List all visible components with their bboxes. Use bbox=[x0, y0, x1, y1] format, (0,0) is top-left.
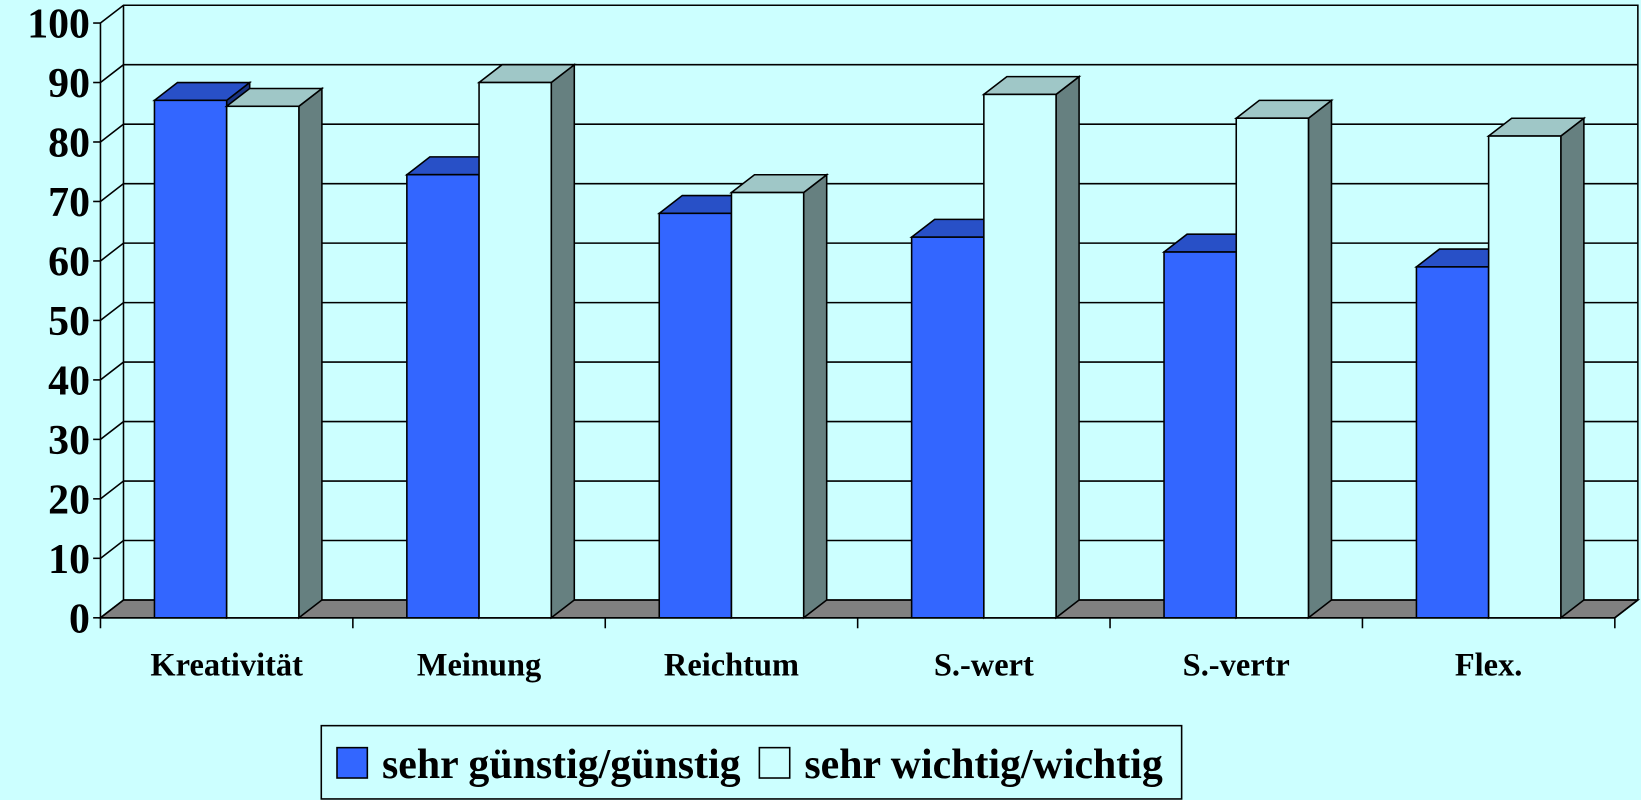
bar-side bbox=[1560, 116, 1585, 620]
bar bbox=[983, 93, 1057, 619]
y-tick-label: 100 bbox=[27, 2, 90, 48]
bar bbox=[1163, 251, 1238, 619]
x-tick-label: Meinung bbox=[417, 647, 541, 683]
bar bbox=[1415, 266, 1490, 619]
grid-line bbox=[99, 63, 1638, 84]
grid-line bbox=[99, 301, 1638, 322]
bar-side bbox=[298, 86, 323, 620]
legend-swatch bbox=[336, 746, 369, 779]
bar bbox=[910, 236, 985, 619]
y-tick-label: 20 bbox=[48, 477, 90, 523]
bar-side bbox=[1055, 75, 1080, 620]
y-tick-label: 0 bbox=[69, 596, 90, 642]
bar bbox=[406, 173, 480, 619]
y-tick-label: 60 bbox=[48, 240, 90, 286]
bar bbox=[1487, 135, 1562, 619]
bar-side bbox=[550, 63, 576, 620]
grid-line bbox=[99, 361, 1638, 381]
legend-label: sehr günstig/günstig bbox=[382, 742, 741, 788]
bar bbox=[658, 212, 733, 619]
grid-line bbox=[99, 242, 1638, 262]
floor bbox=[98, 599, 1641, 619]
floor-edge bbox=[1614, 599, 1639, 619]
grid-line bbox=[99, 599, 1638, 619]
y-tick-label: 30 bbox=[48, 418, 90, 464]
x-tick-label: Reichtum bbox=[664, 647, 799, 683]
y-tick-label: 80 bbox=[48, 121, 90, 167]
bar-side bbox=[1307, 98, 1333, 620]
grid-line bbox=[99, 182, 1638, 203]
bar bbox=[153, 99, 228, 619]
x-tick-label: Flex. bbox=[1455, 647, 1523, 683]
legend-swatch bbox=[758, 746, 791, 779]
grid-line bbox=[99, 539, 1638, 559]
y-tick-label: 90 bbox=[48, 61, 90, 107]
y-tick-label: 70 bbox=[48, 180, 90, 226]
y-tick-label: 40 bbox=[48, 359, 90, 405]
legend bbox=[320, 724, 1183, 800]
grid-line bbox=[99, 123, 1638, 143]
legend-label: sehr wichtig/wichtig bbox=[804, 742, 1162, 788]
y-tick-label: 50 bbox=[48, 299, 90, 345]
x-tick-label: Kreativität bbox=[150, 647, 303, 683]
y-tick-label: 10 bbox=[48, 537, 90, 583]
bar bbox=[478, 81, 553, 619]
bar bbox=[225, 105, 300, 619]
bar bbox=[1235, 117, 1310, 619]
bar-side bbox=[802, 173, 828, 620]
grid-line bbox=[99, 4, 1638, 24]
x-tick-label: S.-vertr bbox=[1183, 647, 1290, 683]
bar bbox=[730, 191, 805, 619]
x-tick-label: S.-wert bbox=[934, 647, 1034, 683]
grid-line bbox=[99, 420, 1638, 440]
grid-line bbox=[99, 480, 1638, 500]
